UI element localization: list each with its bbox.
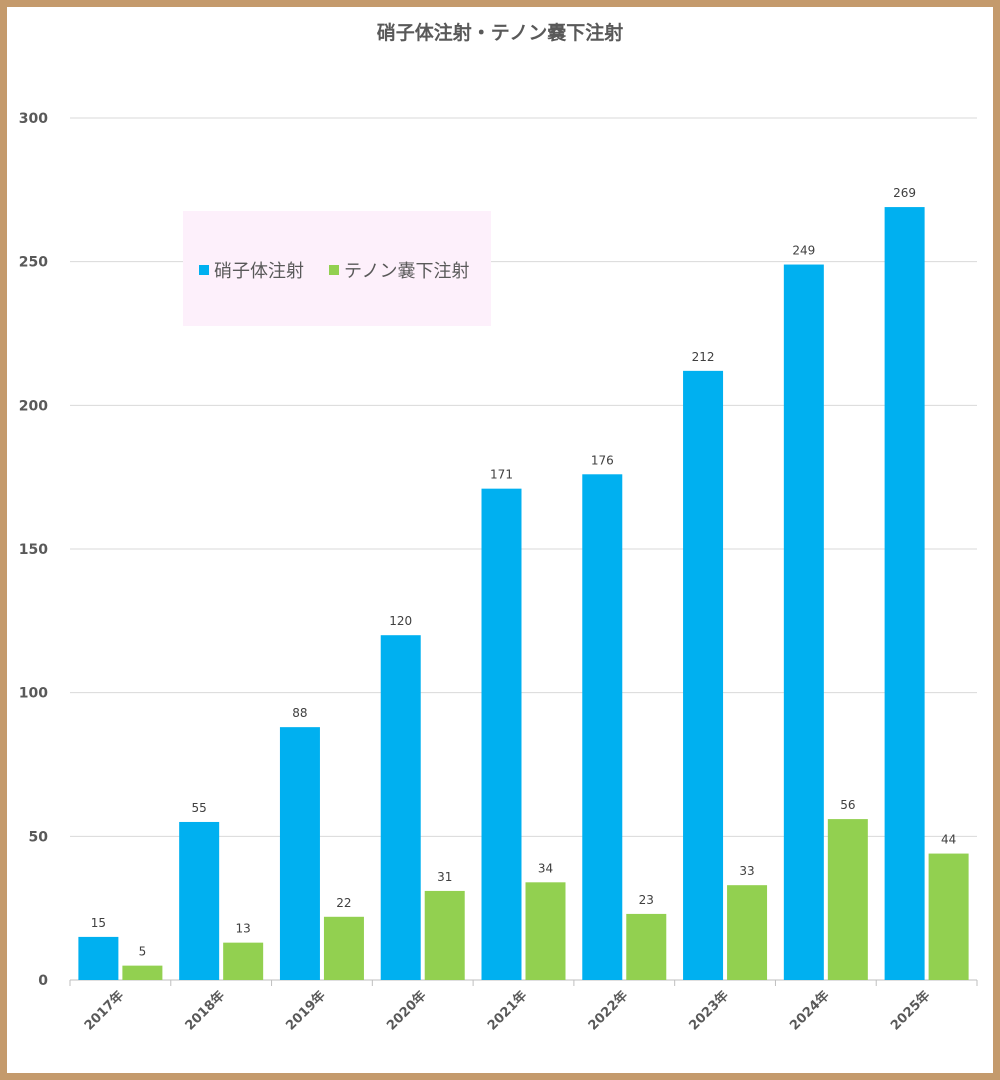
x-tick-label: 2019年 (283, 988, 329, 1034)
data-label: 13 (236, 922, 251, 936)
data-label: 249 (792, 244, 815, 258)
data-label: 120 (389, 614, 412, 628)
y-tick-label: 0 (38, 973, 48, 989)
x-tick-label: 2017年 (81, 988, 127, 1034)
chart-title: 硝子体注射・テノン嚢下注射 (376, 22, 624, 44)
x-tick-label: 2023年 (686, 988, 732, 1034)
legend-entry-tenon: テノン嚢下注射 (329, 257, 469, 283)
data-label: 44 (941, 833, 956, 847)
data-label: 212 (692, 350, 715, 364)
bar-vitreous (279, 727, 320, 980)
legend-entry-vitreous: 硝子体注射 (199, 257, 304, 283)
data-label: 5 (139, 945, 147, 959)
bar-vitreous (884, 207, 925, 980)
x-tick-label: 2024年 (787, 988, 833, 1034)
x-tick-label: 2018年 (182, 988, 228, 1034)
data-label: 88 (292, 706, 307, 720)
y-tick-label: 250 (19, 255, 48, 271)
x-tick-label: 2021年 (484, 988, 530, 1034)
bar-tenon (424, 890, 465, 980)
bar-tenon (122, 965, 163, 980)
data-label: 269 (893, 186, 916, 200)
legend-swatch-tenon (329, 265, 339, 275)
bar-tenon (626, 913, 667, 980)
bar-vitreous (783, 264, 824, 980)
legend-label-tenon: テノン嚢下注射 (344, 261, 470, 282)
data-label: 15 (91, 916, 106, 930)
x-tick-label: 2025年 (887, 988, 933, 1034)
bar-vitreous (380, 635, 421, 980)
bar-tenon (827, 819, 868, 980)
bar-vitreous (481, 488, 522, 980)
bar-tenon (525, 882, 566, 980)
legend: 硝子体注射 テノン嚢下注射 (183, 211, 491, 326)
data-label: 22 (336, 896, 351, 910)
y-tick-label: 50 (29, 829, 49, 845)
bar-vitreous (78, 936, 119, 980)
data-label: 176 (591, 453, 614, 467)
bar-vitreous (683, 370, 724, 980)
legend-swatch-vitreous (199, 265, 209, 275)
bar-tenon (928, 853, 969, 980)
data-label: 34 (538, 861, 553, 875)
bar-tenon (727, 885, 768, 980)
data-label: 33 (739, 864, 754, 878)
bar-tenon (223, 942, 264, 980)
y-tick-label: 200 (19, 398, 48, 414)
legend-label-vitreous: 硝子体注射 (214, 261, 304, 282)
data-label: 56 (840, 798, 855, 812)
y-tick-label: 100 (19, 686, 48, 702)
bar-vitreous (179, 821, 220, 980)
x-tick-label: 2020年 (383, 988, 429, 1034)
bar-tenon (323, 916, 364, 980)
data-label: 171 (490, 468, 513, 482)
data-label: 23 (639, 893, 654, 907)
x-tick-label: 2022年 (585, 988, 631, 1034)
bar-vitreous (582, 474, 623, 980)
y-tick-label: 300 (19, 111, 48, 127)
data-label: 55 (192, 801, 207, 815)
y-tick-label: 150 (19, 542, 48, 558)
data-label: 31 (437, 870, 452, 884)
